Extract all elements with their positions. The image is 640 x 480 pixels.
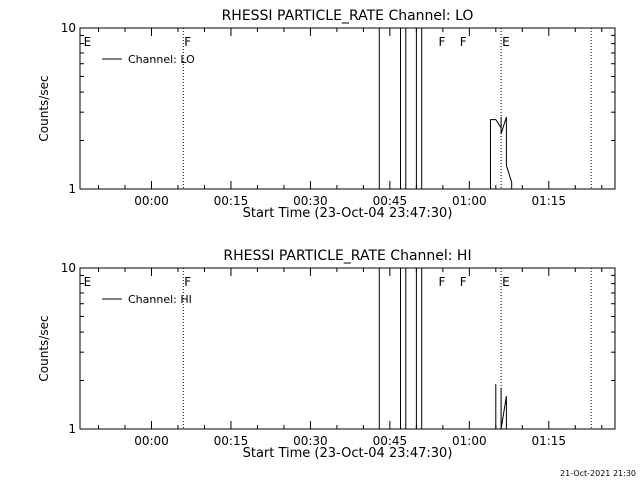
- chart-panel-2: RHESSI PARTICLE_RATE Channel: HI Counts/s…: [37, 248, 616, 461]
- x-axis-label: Start Time (23-Oct-04 23:47:30): [243, 206, 453, 221]
- event-marker-label: E: [502, 275, 510, 289]
- event-marker-label: F: [460, 35, 467, 49]
- y-tick-label: 10: [61, 261, 76, 275]
- x-tick-label: 01:00: [452, 434, 487, 448]
- series-line: [400, 267, 507, 430]
- x-tick-label: 01:00: [452, 194, 487, 208]
- y-axis-label: Counts/sec: [37, 315, 51, 381]
- event-marker-label: E: [84, 35, 92, 49]
- x-tick-label: 01:15: [531, 434, 566, 448]
- footer-timestamp: 21-Oct-2021 21:30: [560, 469, 636, 478]
- event-marker-label: F: [184, 275, 191, 289]
- chart-title: RHESSI PARTICLE_RATE Channel: LO: [222, 8, 474, 24]
- plot-frame: [79, 27, 616, 190]
- event-marker-label: F: [439, 275, 446, 289]
- x-tick-label: 00:30: [293, 434, 328, 448]
- event-marker-label: E: [84, 275, 92, 289]
- chart-panel-1: RHESSI PARTICLE_RATE Channel: LO Counts/s…: [37, 8, 616, 221]
- x-tick-label: 00:45: [373, 434, 408, 448]
- legend-label: Channel: LO: [128, 53, 195, 66]
- event-marker-label: F: [184, 35, 191, 49]
- series-line: [400, 27, 513, 190]
- event-marker-label: F: [460, 275, 467, 289]
- y-axis-label: Counts/sec: [37, 75, 51, 141]
- legend-label: Channel: HI: [128, 293, 192, 306]
- plot-frame: [79, 267, 616, 430]
- x-tick-label: 00:30: [293, 194, 328, 208]
- y-tick-label: 10: [61, 21, 76, 35]
- y-tick-label: 1: [68, 422, 76, 436]
- x-tick-label: 00:45: [373, 194, 408, 208]
- x-tick-label: 00:00: [134, 194, 169, 208]
- x-tick-label: 00:00: [134, 434, 169, 448]
- x-axis-label: Start Time (23-Oct-04 23:47:30): [243, 446, 453, 461]
- x-tick-label: 01:15: [531, 194, 566, 208]
- event-marker-label: F: [439, 35, 446, 49]
- chart-title: RHESSI PARTICLE_RATE Channel: HI: [223, 248, 471, 264]
- event-marker-label: E: [502, 35, 510, 49]
- x-tick-label: 00:15: [214, 434, 249, 448]
- x-tick-label: 00:15: [214, 194, 249, 208]
- y-tick-label: 1: [68, 182, 76, 196]
